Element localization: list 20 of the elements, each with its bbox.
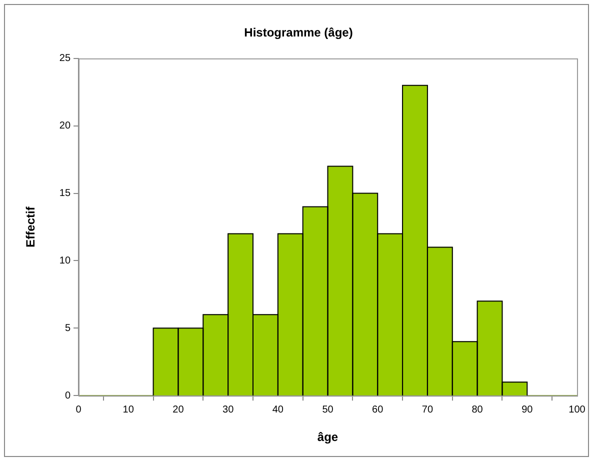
x-tick-label: 40 (272, 404, 284, 416)
x-tick-label: 100 (568, 404, 586, 416)
y-tick-label: 10 (59, 255, 71, 266)
x-tick-label: 20 (172, 404, 184, 416)
chart-title: Histogramme (âge) (244, 26, 353, 40)
x-tick-label: 0 (76, 404, 82, 416)
x-tick-label: 30 (222, 404, 234, 416)
y-tick-label: 5 (64, 322, 71, 334)
y-axis-title: Effectif (24, 206, 38, 248)
x-tick-label: 10 (122, 404, 134, 416)
y-tick-label: 20 (59, 120, 71, 132)
x-tick-label: 60 (372, 404, 384, 416)
y-tick-label: 15 (59, 188, 71, 200)
x-tick-label: 70 (422, 404, 434, 416)
y-tick-label: 0 (64, 390, 71, 402)
x-tick-label: 80 (472, 404, 484, 416)
x-tick-label: 50 (322, 404, 334, 416)
x-axis-title: âge (317, 430, 338, 444)
x-tick-label: 90 (522, 404, 534, 416)
y-tick-label: 25 (59, 53, 71, 64)
